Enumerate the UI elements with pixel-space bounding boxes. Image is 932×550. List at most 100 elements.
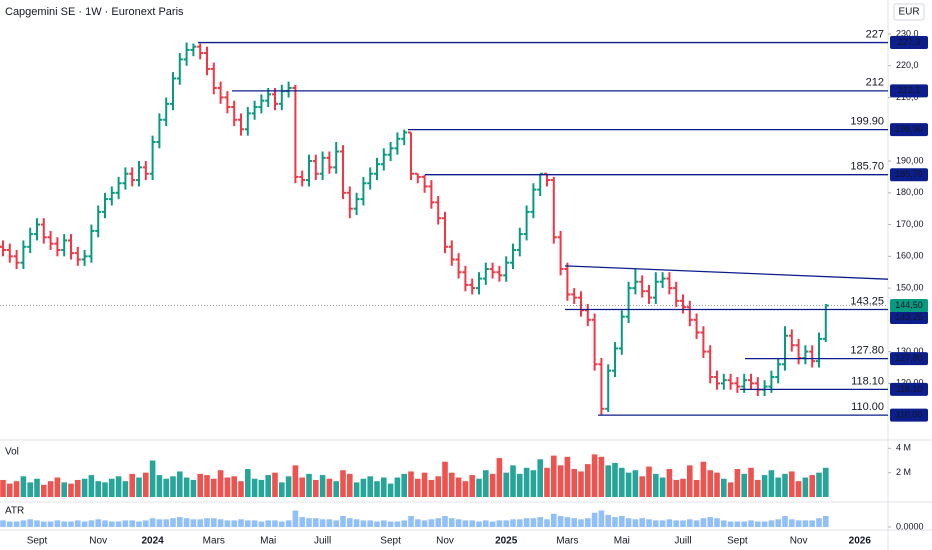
volume-bar: [115, 476, 122, 497]
volume-bar: [598, 456, 605, 497]
atr-bar: [34, 520, 40, 527]
atr-bar: [360, 520, 367, 527]
atr-bar: [183, 518, 190, 527]
atr-bar: [231, 520, 237, 527]
atr-bar: [619, 516, 625, 527]
volume-pane-label: Vol: [5, 447, 19, 458]
atr-bar: [319, 519, 326, 527]
atr-bar: [707, 517, 713, 527]
atr-bar: [299, 517, 305, 527]
atr-bar: [340, 516, 346, 527]
atr-bar: [333, 520, 339, 527]
volume-bar: [537, 459, 543, 497]
volume-bar: [591, 454, 598, 497]
atr-bar: [727, 521, 734, 527]
atr-bar: [557, 516, 564, 527]
volume-bar: [700, 461, 707, 497]
volume-bar: [578, 471, 584, 497]
atr-bar: [394, 521, 401, 527]
atr-bar: [517, 519, 523, 527]
volume-bar: [687, 465, 693, 497]
atr-bar: [782, 516, 788, 527]
volume-bar: [68, 483, 74, 497]
atr-bar: [401, 520, 407, 527]
atr-bar: [224, 520, 231, 527]
volume-bar: [605, 465, 611, 497]
atr-bar: [292, 510, 299, 527]
atr-bar: [476, 521, 482, 527]
y-tick-label: 190,00: [896, 155, 924, 165]
volume-bar: [673, 479, 679, 497]
volume-bar: [449, 472, 455, 497]
volume-bar: [258, 479, 265, 497]
volume-bar: [238, 481, 244, 497]
level-price-box: [890, 352, 928, 366]
volume-bar: [639, 476, 645, 497]
atr-bar: [748, 520, 754, 527]
volume-bar: [27, 482, 33, 497]
volume-bar: [333, 481, 339, 497]
atr-bar: [591, 512, 598, 527]
volume-bar: [143, 472, 149, 497]
atr-bar: [156, 519, 163, 527]
atr-bar: [625, 518, 632, 527]
atr-bar: [381, 520, 387, 527]
atr-bar: [95, 519, 101, 527]
volume-bar: [347, 473, 353, 497]
volume-bar: [782, 473, 788, 497]
volume-bar: [279, 482, 285, 497]
atr-bar: [421, 520, 428, 527]
volume-bar: [551, 455, 557, 497]
volume-bar: [61, 482, 67, 497]
atr-bar: [789, 519, 795, 527]
volume-bar: [823, 467, 829, 497]
atr-bar: [265, 520, 271, 527]
volume-bar: [761, 475, 768, 497]
atr-bar: [41, 521, 47, 527]
currency[interactable]: EUR: [898, 7, 919, 18]
volume-bar: [809, 475, 815, 497]
volume-bar: [394, 477, 401, 497]
atr-bar: [353, 519, 360, 527]
level-price-label: 118,10: [896, 384, 923, 394]
volume-bar: [483, 470, 489, 497]
volume-bar: [387, 483, 394, 497]
level-text: 227: [866, 28, 884, 40]
level-price-box: [890, 311, 928, 325]
volume-bar: [462, 481, 469, 497]
volume-bar: [374, 481, 380, 497]
atr-bar: [313, 518, 319, 527]
atr-bar: [61, 521, 67, 527]
level-price-label: 143,25: [895, 312, 923, 322]
volume-bar: [768, 470, 775, 497]
atr-bar: [462, 520, 469, 527]
atr-bar: [387, 521, 394, 527]
volume-bar: [129, 473, 135, 497]
atr-bar: [251, 520, 258, 527]
x-tick-label: Juill: [674, 536, 691, 547]
atr-bar: [755, 521, 761, 527]
volume-bar: [415, 478, 421, 497]
volume-bar: [353, 482, 360, 497]
atr-bar: [177, 517, 183, 527]
atr-bar: [795, 520, 802, 527]
volume-bar: [197, 473, 203, 497]
volume-bar: [571, 469, 577, 497]
level-price-label: 212,1: [898, 85, 921, 95]
volume-bar: [816, 472, 822, 497]
atr-bar: [217, 519, 224, 527]
atr-bar: [204, 518, 210, 527]
chart-title: Capgemini SE · 1W · Euronext Paris: [5, 6, 184, 18]
atr-bar: [489, 521, 496, 527]
level-price-box: [890, 123, 928, 137]
atr-bar: [347, 518, 353, 527]
currency-box[interactable]: [893, 3, 925, 21]
atr-bar: [149, 518, 156, 527]
atr-bar: [109, 521, 115, 527]
level-price-box: [890, 84, 928, 98]
atr-bar: [88, 520, 95, 527]
volume-bar: [714, 472, 720, 497]
atr-bar: [666, 519, 673, 527]
atr-bar: [653, 520, 659, 527]
atr-bar: [816, 518, 822, 527]
